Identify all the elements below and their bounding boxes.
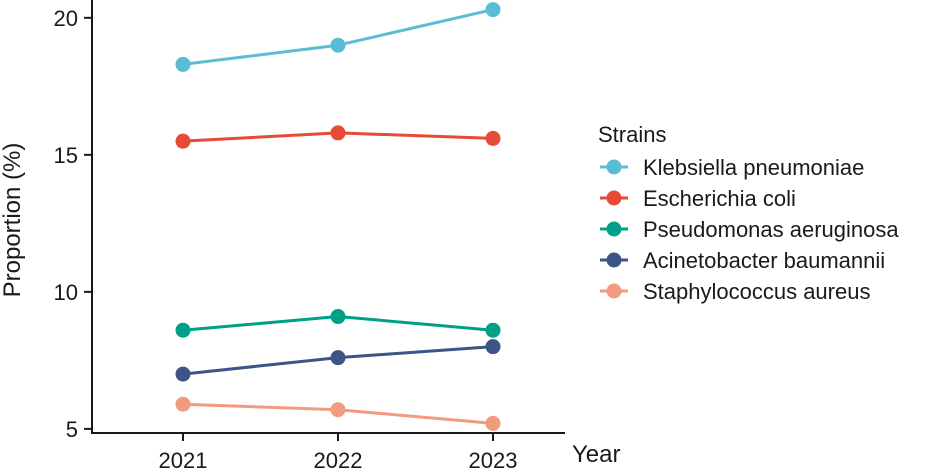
legend-item: Acinetobacter baumannii <box>600 248 885 273</box>
legend-swatch-dot <box>606 252 622 268</box>
series-layer <box>175 2 501 431</box>
legend-item: Staphylococcus aureus <box>600 279 870 304</box>
legend-label: Escherichia coli <box>643 186 796 211</box>
series-line <box>182 8 494 66</box>
data-point <box>485 415 501 431</box>
data-point <box>175 366 191 382</box>
legend-swatch-dot <box>606 283 622 299</box>
data-point <box>330 125 346 141</box>
axes: 5 10 15 20 2021 2022 2023 Proportion (%) Year <box>0 0 621 473</box>
legend-label: Pseudomonas aeruginosa <box>643 217 899 242</box>
x-tick-label: 2023 <box>469 448 518 473</box>
data-point <box>175 396 191 412</box>
legend-label: Klebsiella pneumoniae <box>643 155 864 180</box>
legend-label: Acinetobacter baumannii <box>643 248 885 273</box>
y-tick-label: 15 <box>54 143 78 168</box>
legend: Strains Klebsiella pneumoniae Escherichia… <box>598 122 899 304</box>
y-tick-label: 20 <box>54 6 78 31</box>
legend-title: Strains <box>598 122 666 147</box>
legend-item: Escherichia coli <box>600 186 796 211</box>
data-point <box>330 37 346 53</box>
data-point <box>485 130 501 146</box>
data-point <box>330 309 346 325</box>
data-point <box>485 322 501 338</box>
x-axis-title: Year <box>572 441 621 468</box>
data-point <box>175 133 191 149</box>
y-axis-title: Proportion (%) <box>0 143 26 298</box>
legend-items: Klebsiella pneumoniae Escherichia coli Pse… <box>600 155 899 304</box>
x-tick-label: 2022 <box>314 448 363 473</box>
legend-swatch-dot <box>606 190 622 206</box>
data-point <box>485 2 501 18</box>
y-tick-label: 5 <box>66 417 78 442</box>
series-klebsiella-pneumoniae <box>175 2 501 72</box>
legend-swatch-dot <box>606 221 622 237</box>
data-point <box>175 56 191 72</box>
series-staphylococcus-aureus <box>175 396 501 431</box>
x-axis-ticks: 2021 2022 2023 <box>159 433 518 473</box>
data-point <box>175 322 191 338</box>
data-point <box>330 350 346 366</box>
series-escherichia-coli <box>175 125 501 149</box>
series-acinetobacter-baumannii <box>175 339 501 382</box>
legend-label: Staphylococcus aureus <box>643 279 870 304</box>
x-tick-label: 2021 <box>159 448 208 473</box>
legend-item: Klebsiella pneumoniae <box>600 155 864 180</box>
data-point <box>485 339 501 355</box>
series-pseudomonas-aeruginosa <box>175 309 501 338</box>
legend-item: Pseudomonas aeruginosa <box>600 217 899 242</box>
data-point <box>330 402 346 418</box>
legend-swatch-dot <box>606 159 622 175</box>
y-axis-ticks: 5 10 15 20 <box>54 6 92 442</box>
y-tick-label: 10 <box>54 280 78 305</box>
